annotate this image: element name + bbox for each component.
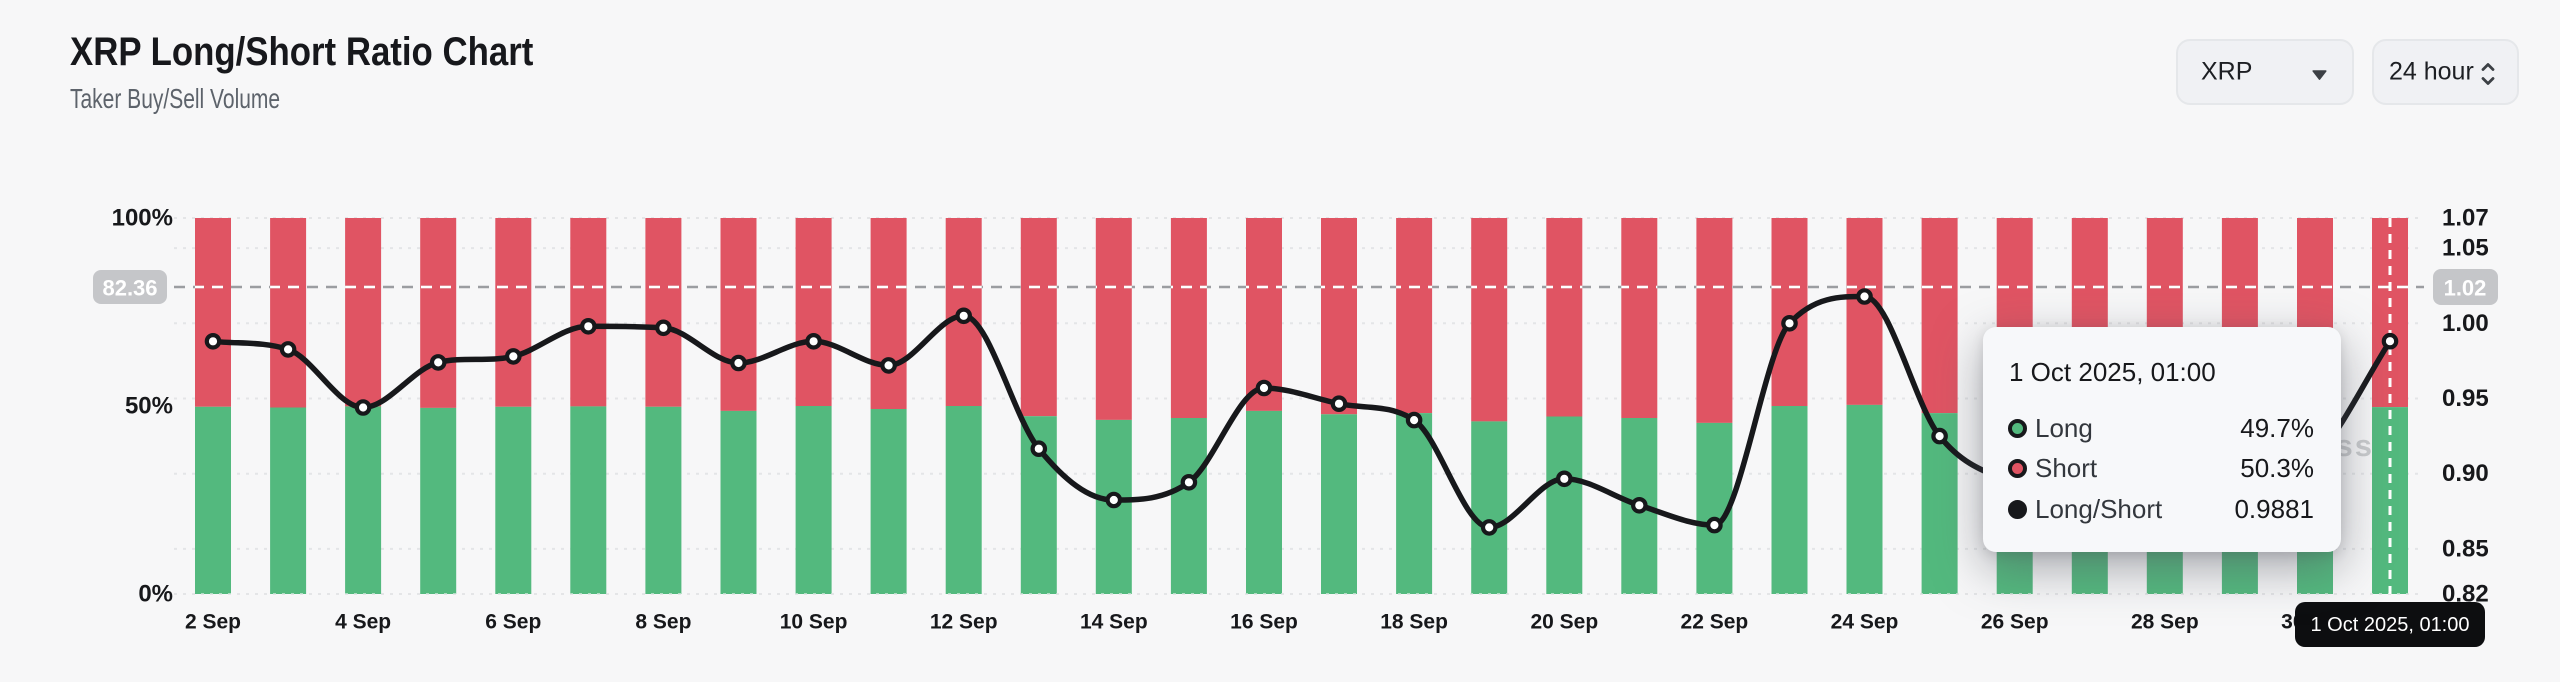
svg-text:0%: 0% bbox=[138, 581, 173, 608]
svg-text:14 Sep: 14 Sep bbox=[1080, 611, 1148, 634]
svg-text:1.02: 1.02 bbox=[2444, 276, 2487, 301]
svg-text:82.36: 82.36 bbox=[102, 276, 157, 301]
svg-text:1.00: 1.00 bbox=[2442, 310, 2489, 337]
svg-text:12 Sep: 12 Sep bbox=[930, 611, 998, 634]
svg-text:0.90: 0.90 bbox=[2442, 460, 2489, 487]
svg-text:22 Sep: 22 Sep bbox=[1681, 611, 1749, 634]
svg-text:18 Sep: 18 Sep bbox=[1380, 611, 1448, 634]
svg-text:20 Sep: 20 Sep bbox=[1530, 611, 1598, 634]
svg-text:0.95: 0.95 bbox=[2442, 385, 2489, 412]
svg-text:26 Sep: 26 Sep bbox=[1981, 611, 2049, 634]
svg-text:6 Sep: 6 Sep bbox=[485, 611, 541, 634]
svg-text:24 Sep: 24 Sep bbox=[1831, 611, 1899, 634]
svg-text:1.05: 1.05 bbox=[2442, 235, 2489, 262]
svg-text:0.85: 0.85 bbox=[2442, 535, 2489, 562]
svg-text:28 Sep: 28 Sep bbox=[2131, 611, 2199, 634]
svg-text:1 Oct 2025, 01:00: 1 Oct 2025, 01:00 bbox=[2310, 614, 2469, 636]
svg-text:4 Sep: 4 Sep bbox=[335, 611, 391, 634]
svg-text:16 Sep: 16 Sep bbox=[1230, 611, 1298, 634]
svg-text:2 Sep: 2 Sep bbox=[185, 611, 241, 634]
svg-text:1.07: 1.07 bbox=[2442, 205, 2489, 232]
svg-text:100%: 100% bbox=[112, 205, 173, 232]
svg-text:8 Sep: 8 Sep bbox=[635, 611, 691, 634]
svg-text:50%: 50% bbox=[125, 393, 173, 420]
svg-text:10 Sep: 10 Sep bbox=[780, 611, 848, 634]
